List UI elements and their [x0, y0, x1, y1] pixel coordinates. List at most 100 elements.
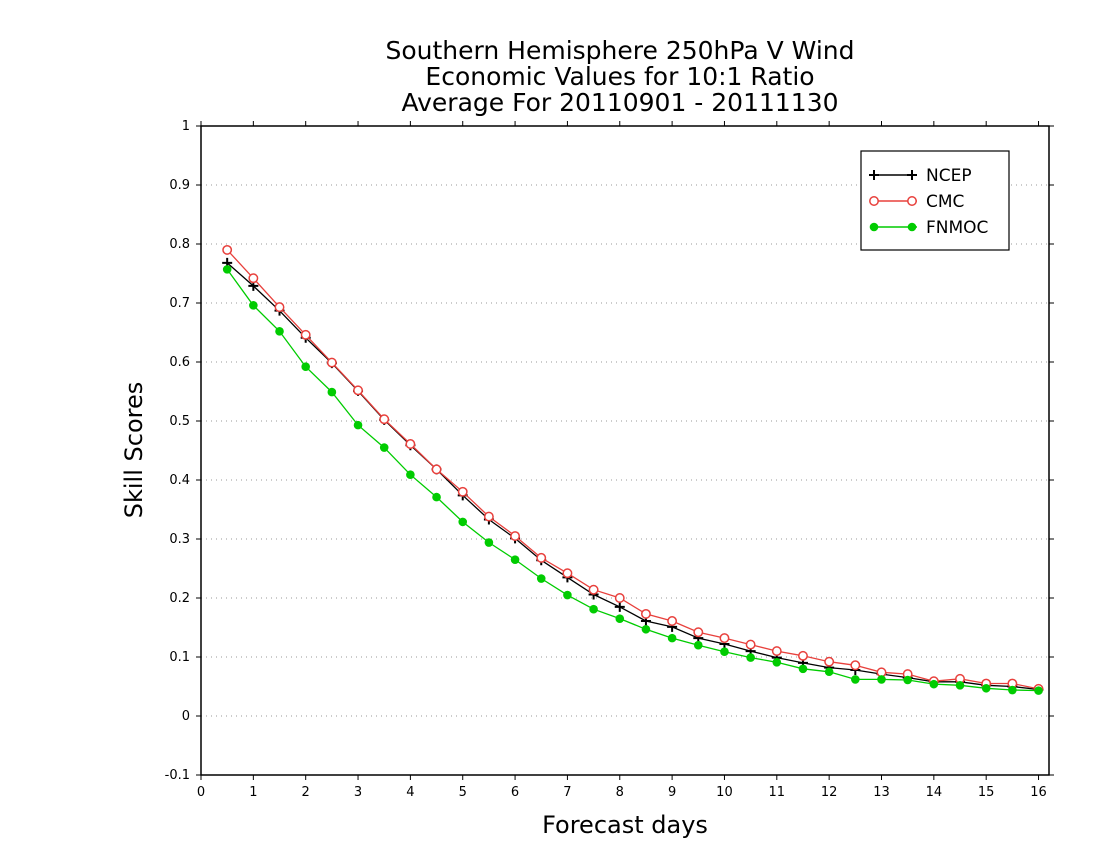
data-point-cmc	[771, 646, 782, 657]
data-point-fnmoc	[379, 443, 389, 452]
data-point-cmc	[588, 584, 599, 595]
legend-item-fnmoc: FNMOC	[869, 218, 988, 238]
data-point-cmc	[640, 608, 651, 619]
data-point-fnmoc	[432, 492, 441, 502]
grid-layer	[201, 184, 1049, 717]
y-tick-label: -0.1	[165, 768, 190, 783]
chart-title-line-2: Economic Values for 10:1 Ratio	[425, 62, 815, 91]
data-point-cmc	[405, 439, 416, 449]
data-point-fnmoc	[720, 647, 729, 656]
legend-label-fnmoc: FNMOC	[926, 218, 988, 238]
data-point-fnmoc	[536, 574, 546, 583]
y-tick-label: 0.6	[169, 355, 190, 370]
y-tick-label: 0.2	[169, 591, 190, 606]
plot-frame	[200, 125, 1050, 776]
series-line-ncep	[226, 262, 1039, 691]
data-point-cmc	[326, 357, 337, 368]
x-tick-label: 7	[563, 785, 571, 800]
legend-marker	[869, 222, 879, 232]
y-tick-label: 0.8	[169, 237, 190, 252]
data-point-cmc	[798, 650, 808, 661]
legend-marker	[869, 170, 879, 180]
x-tick-label: 9	[668, 785, 676, 800]
data-point-cmc	[248, 273, 259, 284]
data-point-cmc	[379, 414, 390, 425]
data-point-fnmoc	[746, 653, 755, 662]
legend: NCEP CMC FNMOC	[860, 150, 1010, 251]
data-point-fnmoc	[353, 420, 363, 430]
data-point-fnmoc	[955, 681, 965, 690]
x-tick-label: 6	[511, 785, 519, 800]
series-line-cmc	[226, 249, 1039, 690]
x-tick-label: 13	[873, 785, 890, 800]
data-point-fnmoc	[406, 470, 415, 479]
data-point-cmc	[850, 660, 861, 671]
series-ncep	[222, 257, 1044, 695]
x-tick-label: 12	[821, 785, 838, 800]
data-point-cmc	[719, 633, 730, 644]
legend-label-cmc: CMC	[926, 192, 964, 212]
data-point-fnmoc	[222, 265, 232, 274]
legend-item-ncep: NCEP	[869, 166, 972, 186]
data-point-cmc	[222, 244, 233, 255]
data-point-fnmoc	[981, 683, 991, 693]
y-tick-label: 0.5	[169, 414, 190, 429]
y-axis-ticks: -0.1 0 0.1 0.2 0.3 0.4 0.5 0.6 0.7 0.8 0.9 1	[165, 119, 1054, 783]
data-point-cmc	[457, 486, 468, 497]
x-tick-label: 16	[1030, 785, 1047, 800]
data-point-cmc	[614, 593, 625, 603]
y-tick-label: 0.4	[169, 473, 190, 488]
y-tick-label: 0.7	[169, 296, 190, 311]
data-point-fnmoc	[563, 590, 572, 600]
data-point-fnmoc	[798, 664, 808, 674]
y-axis-label: Skill Scores	[120, 382, 148, 519]
legend-label-ncep: NCEP	[926, 166, 972, 186]
data-point-fnmoc	[772, 658, 782, 667]
x-tick-label: 10	[716, 785, 733, 800]
data-point-fnmoc	[851, 675, 860, 684]
legend-marker	[907, 222, 917, 232]
series-layer	[222, 244, 1044, 695]
data-point-cmc	[667, 616, 678, 626]
y-tick-label: 0.3	[169, 532, 190, 547]
data-point-fnmoc	[615, 614, 625, 623]
x-tick-label: 5	[459, 785, 467, 800]
series-cmc	[222, 244, 1044, 694]
chart-title-line-1: Southern Hemisphere 250hPa V Wind	[385, 36, 855, 65]
data-point-cmc	[431, 464, 442, 475]
y-tick-label: 0	[182, 709, 190, 724]
data-point-cmc	[353, 385, 363, 396]
data-point-fnmoc	[484, 538, 494, 547]
y-tick-label: 0.9	[169, 178, 190, 193]
chart-title-line-3: Average For 20110901 - 20111130	[401, 88, 839, 117]
legend-marker	[869, 196, 879, 206]
data-point-cmc	[824, 656, 835, 667]
x-tick-label: 1	[249, 785, 257, 800]
data-point-fnmoc	[903, 675, 912, 685]
data-point-fnmoc	[301, 362, 310, 372]
data-point-fnmoc	[667, 633, 677, 643]
data-point-fnmoc	[877, 675, 886, 684]
data-point-cmc	[510, 531, 521, 541]
data-point-cmc	[693, 627, 704, 638]
x-tick-label: 14	[926, 785, 943, 800]
data-point-fnmoc	[249, 301, 258, 310]
legend-item-cmc: CMC	[869, 192, 964, 212]
y-tick-label: 1	[182, 119, 190, 134]
x-tick-label: 8	[616, 785, 624, 800]
data-point-fnmoc	[458, 517, 468, 527]
data-point-fnmoc	[693, 640, 703, 650]
data-point-fnmoc	[510, 555, 520, 564]
x-axis-label: Forecast days	[542, 811, 708, 839]
x-tick-label: 0	[197, 785, 205, 800]
data-point-ncep	[614, 601, 625, 612]
data-point-cmc	[745, 639, 756, 650]
data-point-cmc	[562, 568, 573, 579]
data-point-cmc	[300, 329, 311, 340]
data-point-cmc	[274, 302, 285, 313]
data-point-fnmoc	[824, 667, 834, 677]
x-tick-label: 2	[302, 785, 310, 800]
data-point-cmc	[536, 552, 547, 563]
data-point-fnmoc	[327, 387, 337, 397]
